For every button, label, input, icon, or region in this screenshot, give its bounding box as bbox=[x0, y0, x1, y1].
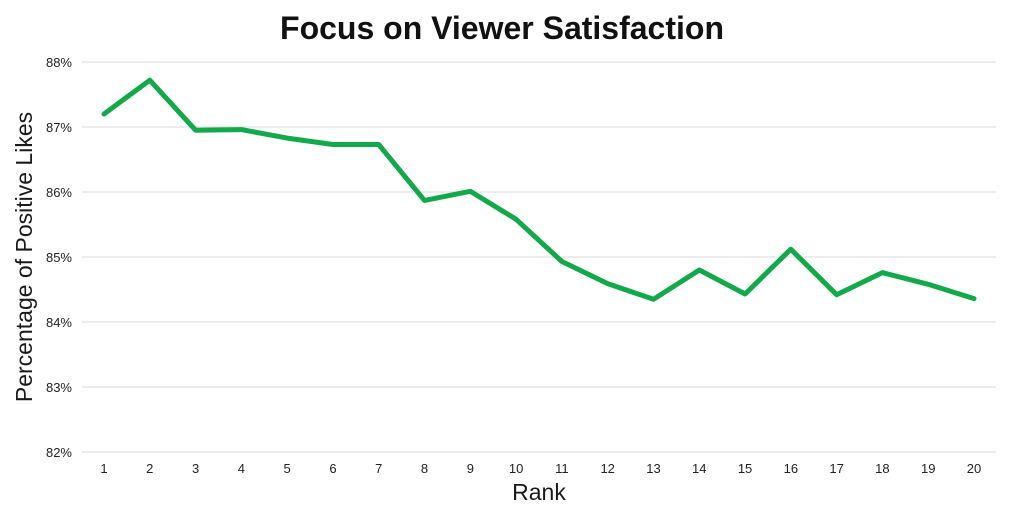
x-tick-label: 15 bbox=[738, 461, 752, 476]
x-tick-label: 4 bbox=[238, 461, 245, 476]
y-tick-label: 85% bbox=[46, 250, 72, 265]
x-tick-label: 14 bbox=[692, 461, 706, 476]
y-tick-label: 86% bbox=[46, 185, 72, 200]
x-axis-ticks: 1 2 3 4 5 6 7 8 9 10 11 12 13 14 15 16 17 18 19 20 bbox=[100, 461, 981, 476]
x-tick-label: 1 bbox=[100, 461, 107, 476]
y-tick-label: 83% bbox=[46, 380, 72, 395]
x-tick-label: 8 bbox=[421, 461, 428, 476]
y-axis-ticks: 82% 83% 84% 85% 86% 87% 88% bbox=[46, 55, 72, 460]
y-axis-label: Percentage of Positive Likes bbox=[11, 112, 37, 402]
x-tick-label: 17 bbox=[829, 461, 843, 476]
y-tick-label: 87% bbox=[46, 120, 72, 135]
x-tick-label: 6 bbox=[329, 461, 336, 476]
grid-lines bbox=[82, 61, 996, 453]
x-axis-label: Rank bbox=[512, 479, 566, 505]
series-layer bbox=[101, 77, 977, 302]
x-tick-label: 13 bbox=[646, 461, 660, 476]
x-tick-label: 2 bbox=[146, 461, 153, 476]
y-tick-label: 88% bbox=[46, 55, 72, 70]
x-tick-label: 18 bbox=[875, 461, 889, 476]
series-line bbox=[101, 77, 977, 302]
x-tick-label: 16 bbox=[784, 461, 798, 476]
x-tick-label: 5 bbox=[284, 461, 291, 476]
x-tick-label: 12 bbox=[600, 461, 614, 476]
x-tick-label: 9 bbox=[467, 461, 474, 476]
x-tick-label: 7 bbox=[375, 461, 382, 476]
x-tick-label: 3 bbox=[192, 461, 199, 476]
x-tick-label: 11 bbox=[555, 461, 569, 476]
x-tick-label: 10 bbox=[509, 461, 523, 476]
chart-title: Focus on Viewer Satisfaction bbox=[280, 10, 724, 46]
x-tick-label: 19 bbox=[921, 461, 935, 476]
y-tick-label: 82% bbox=[46, 445, 72, 460]
x-tick-label: 20 bbox=[967, 461, 981, 476]
y-tick-label: 84% bbox=[46, 315, 72, 330]
